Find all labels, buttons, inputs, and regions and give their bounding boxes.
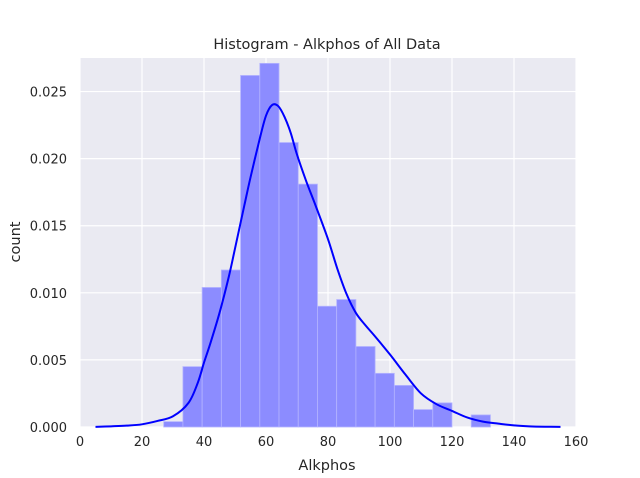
x-axis-ticks: 0 20 40 60 80 100 120 140 160 — [76, 435, 589, 450]
histogram-bar — [355, 346, 376, 428]
x-tick-label: 60 — [258, 435, 275, 450]
histogram-bar — [336, 299, 357, 428]
x-tick-label: 140 — [502, 435, 527, 450]
x-tick-label: 40 — [196, 435, 213, 450]
y-tick-label: 0.025 — [30, 86, 67, 101]
y-axis-ticks: 0.000 0.005 0.010 0.015 0.020 0.025 — [30, 86, 67, 436]
histogram-bar — [393, 385, 414, 428]
x-tick-label: 100 — [378, 435, 403, 450]
y-tick-label: 0.015 — [30, 220, 67, 235]
histogram-bar — [374, 372, 395, 428]
x-axis-label: Alkphos — [298, 458, 355, 474]
y-tick-label: 0.000 — [30, 421, 67, 436]
y-axis-label: count — [8, 221, 24, 262]
histogram-bar — [259, 62, 280, 428]
y-tick-label: 0.020 — [30, 153, 67, 168]
histogram-bar — [278, 142, 299, 428]
histogram-bar — [240, 75, 261, 428]
x-tick-label: 160 — [564, 435, 589, 450]
x-tick-label: 20 — [134, 435, 151, 450]
histogram-bar — [297, 183, 318, 428]
histogram-bar — [317, 305, 338, 428]
chart-title: Histogram - Alkphos of All Data — [213, 37, 440, 53]
histogram-bar — [163, 421, 184, 428]
y-tick-label: 0.010 — [30, 287, 67, 302]
histogram-bar — [413, 409, 434, 428]
kde-curve — [95, 103, 561, 428]
histogram-bars — [163, 62, 491, 428]
x-tick-label: 0 — [76, 435, 84, 450]
y-tick-label: 0.005 — [30, 354, 67, 369]
x-tick-label: 120 — [440, 435, 465, 450]
x-tick-label: 80 — [320, 435, 337, 450]
